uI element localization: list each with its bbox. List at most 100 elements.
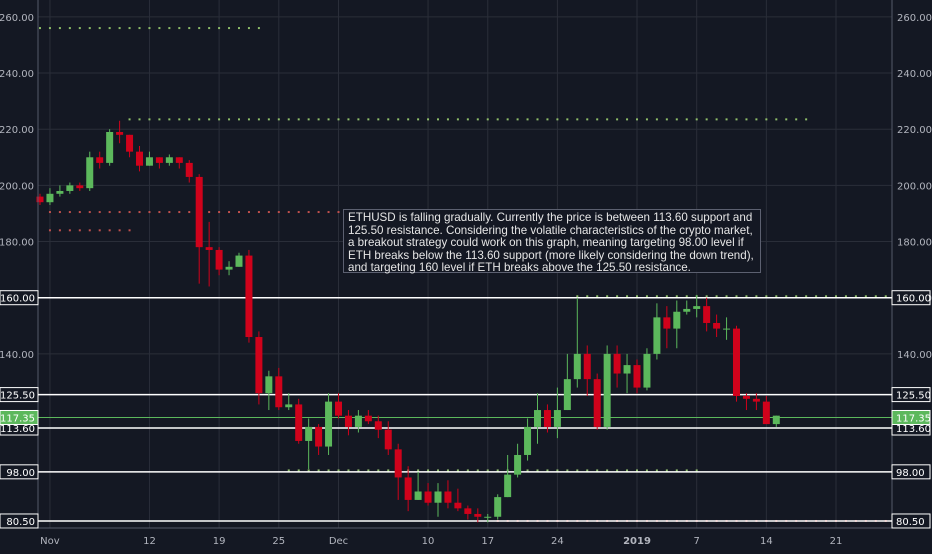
level-dot: [884, 295, 887, 298]
level-dot: [228, 118, 231, 121]
candle-body: [653, 317, 661, 354]
level-dot: [118, 211, 121, 214]
level-dot: [725, 118, 728, 121]
level-dot: [745, 295, 748, 298]
level-dot: [795, 118, 798, 121]
candle-body: [354, 415, 362, 427]
x-tick-label: 12: [143, 536, 156, 547]
candle-body: [116, 132, 124, 135]
y-tick-label-left: 180.00: [0, 238, 34, 249]
annotation-box[interactable]: ETHUSD is falling gradually. Currently t…: [343, 209, 761, 274]
level-dot: [685, 469, 688, 472]
level-dot: [586, 118, 589, 121]
level-dot: [665, 118, 668, 121]
level-dot: [78, 211, 81, 214]
level-dot: [327, 211, 330, 214]
level-dot: [228, 211, 231, 214]
current-price-label-left: 117.35: [0, 413, 35, 424]
level-dot: [417, 469, 420, 472]
level-dot: [218, 27, 221, 30]
candle-body: [464, 508, 472, 514]
candle-body: [265, 376, 273, 394]
level-dot: [257, 118, 260, 121]
level-dot: [118, 27, 121, 30]
level-dot: [685, 118, 688, 121]
candle-body: [66, 185, 74, 191]
candle-body: [235, 255, 243, 267]
level-dot: [437, 469, 439, 472]
level-dot: [327, 469, 330, 472]
level-dot: [675, 118, 678, 121]
level-dot: [636, 295, 638, 298]
level-dot: [456, 118, 459, 121]
level-dot: [665, 295, 668, 298]
candle-body: [145, 157, 153, 166]
level-dot: [257, 211, 260, 214]
level-dot: [675, 295, 678, 298]
candle-body: [583, 353, 591, 380]
y-tick-label-left: 260.00: [0, 13, 34, 24]
level-dot: [437, 118, 439, 121]
candle-body: [56, 190, 64, 194]
level-dot: [596, 469, 599, 472]
candle-body: [275, 376, 283, 408]
level-dot: [476, 118, 479, 121]
level-dot: [825, 295, 828, 298]
candle-body: [643, 353, 651, 388]
level-dot: [546, 118, 549, 121]
level-dot: [387, 118, 390, 121]
candle-body: [335, 401, 342, 416]
candle-body: [36, 196, 44, 203]
level-dot: [616, 295, 619, 298]
current-price-box-right: [891, 409, 931, 425]
candle-body: [444, 491, 452, 503]
level-dot: [158, 118, 161, 121]
level-dot: [138, 211, 141, 214]
level-dot: [576, 469, 579, 472]
level-dot: [446, 118, 449, 121]
candle-body: [155, 157, 163, 163]
level-dot: [168, 27, 171, 30]
level-label-right: 160.00: [896, 294, 931, 305]
level-dot: [785, 295, 788, 298]
candle-body: [593, 379, 601, 427]
candle-body: [245, 255, 253, 338]
level-dot: [158, 211, 161, 214]
level-dot: [287, 469, 290, 472]
level-dot: [546, 469, 549, 472]
level-dot: [158, 27, 161, 30]
candle-body: [126, 134, 134, 152]
candle-body: [76, 185, 84, 189]
level-dot: [466, 469, 469, 472]
level-dot: [238, 211, 240, 214]
x-tick-label: 24: [551, 536, 564, 547]
level-dot: [257, 27, 260, 30]
level-dot: [247, 211, 250, 214]
y-tick-label-left: 200.00: [0, 181, 34, 192]
level-dot: [337, 118, 340, 121]
level-dot: [665, 469, 668, 472]
candle-body: [733, 328, 740, 396]
level-dot: [367, 469, 370, 472]
candle-body: [185, 162, 193, 177]
candle-body: [394, 449, 402, 478]
level-dot: [58, 27, 61, 30]
candle-body: [563, 379, 571, 411]
level-dot: [655, 469, 658, 472]
level-dot: [606, 118, 609, 121]
level-dot: [148, 118, 151, 121]
level-dot: [775, 118, 778, 121]
level-dot: [317, 118, 320, 121]
level-dot: [287, 118, 290, 121]
level-label-right: 125.50: [896, 391, 931, 402]
level-dot: [178, 27, 181, 30]
level-dot: [347, 118, 350, 121]
x-tick-label: 2019: [623, 536, 651, 547]
candle-body: [205, 247, 213, 250]
level-dot: [815, 295, 818, 298]
level-dot: [795, 295, 798, 298]
level-label-right: 113.60: [896, 424, 931, 435]
